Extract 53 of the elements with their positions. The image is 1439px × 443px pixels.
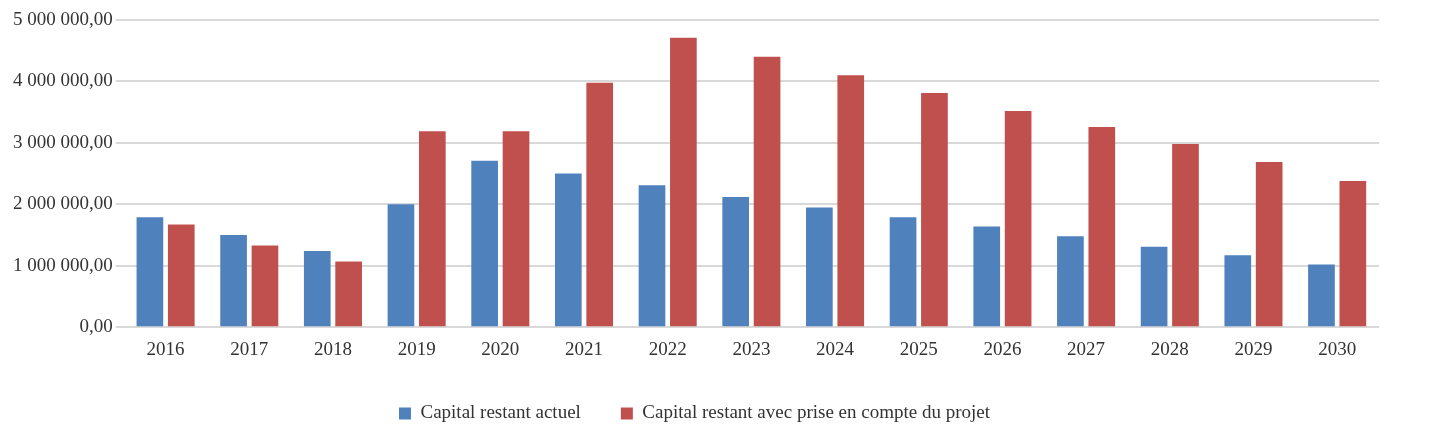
bar xyxy=(419,131,446,327)
x-tick-label: 2017 xyxy=(230,337,269,359)
x-tick-label: 2024 xyxy=(816,337,855,359)
bar xyxy=(1255,161,1283,327)
bar xyxy=(638,185,666,327)
bar xyxy=(335,261,362,327)
x-tick-label: 2025 xyxy=(899,337,938,359)
bar xyxy=(167,224,195,327)
bar xyxy=(136,217,164,327)
bar xyxy=(554,173,582,327)
bar xyxy=(1172,144,1199,327)
y-tick-label: 1 000 000,00 xyxy=(13,253,113,275)
bar xyxy=(502,131,530,327)
bar xyxy=(670,37,697,327)
x-tick-label: 2029 xyxy=(1234,337,1273,359)
bar xyxy=(921,93,948,327)
bar xyxy=(889,217,917,327)
y-tick-label: 3 000 000,00 xyxy=(13,130,113,152)
bar xyxy=(973,226,1001,327)
y-tick-label: 0,00 xyxy=(79,315,113,337)
bar xyxy=(1088,126,1116,327)
bar xyxy=(806,207,833,327)
bar xyxy=(586,82,614,327)
x-tick-label: 2020 xyxy=(481,337,520,359)
x-tick-label: 2018 xyxy=(313,337,352,359)
legend-label: Capital restant avec prise en compte du projet xyxy=(642,401,991,423)
y-tick-label: 2 000 000,00 xyxy=(13,192,113,214)
bar xyxy=(753,56,781,327)
x-tick-label: 2023 xyxy=(732,337,771,359)
x-tick-label: 2028 xyxy=(1150,337,1189,359)
bar xyxy=(471,160,498,327)
bar xyxy=(1140,246,1168,327)
x-tick-label: 2022 xyxy=(648,337,687,359)
y-tick-label: 4 000 000,00 xyxy=(13,69,113,91)
bar xyxy=(1308,264,1335,327)
x-tick-label: 2026 xyxy=(983,337,1022,359)
bar xyxy=(251,245,279,327)
bar xyxy=(303,251,331,327)
bar xyxy=(722,196,750,327)
bar xyxy=(1339,180,1367,327)
bar xyxy=(837,75,865,327)
x-tick-label: 2019 xyxy=(397,337,436,359)
x-tick-label: 2021 xyxy=(565,337,604,359)
x-tick-label: 2016 xyxy=(146,337,185,359)
bar xyxy=(1057,236,1084,327)
bar xyxy=(1004,110,1032,327)
bar xyxy=(1224,255,1252,327)
x-tick-label: 2030 xyxy=(1318,337,1357,359)
x-tick-label: 2027 xyxy=(1067,337,1106,359)
legend-label: Capital restant actuel xyxy=(420,401,581,423)
y-tick-label: 5 000 000,00 xyxy=(13,7,113,29)
bar xyxy=(220,235,247,327)
bar xyxy=(387,204,415,327)
